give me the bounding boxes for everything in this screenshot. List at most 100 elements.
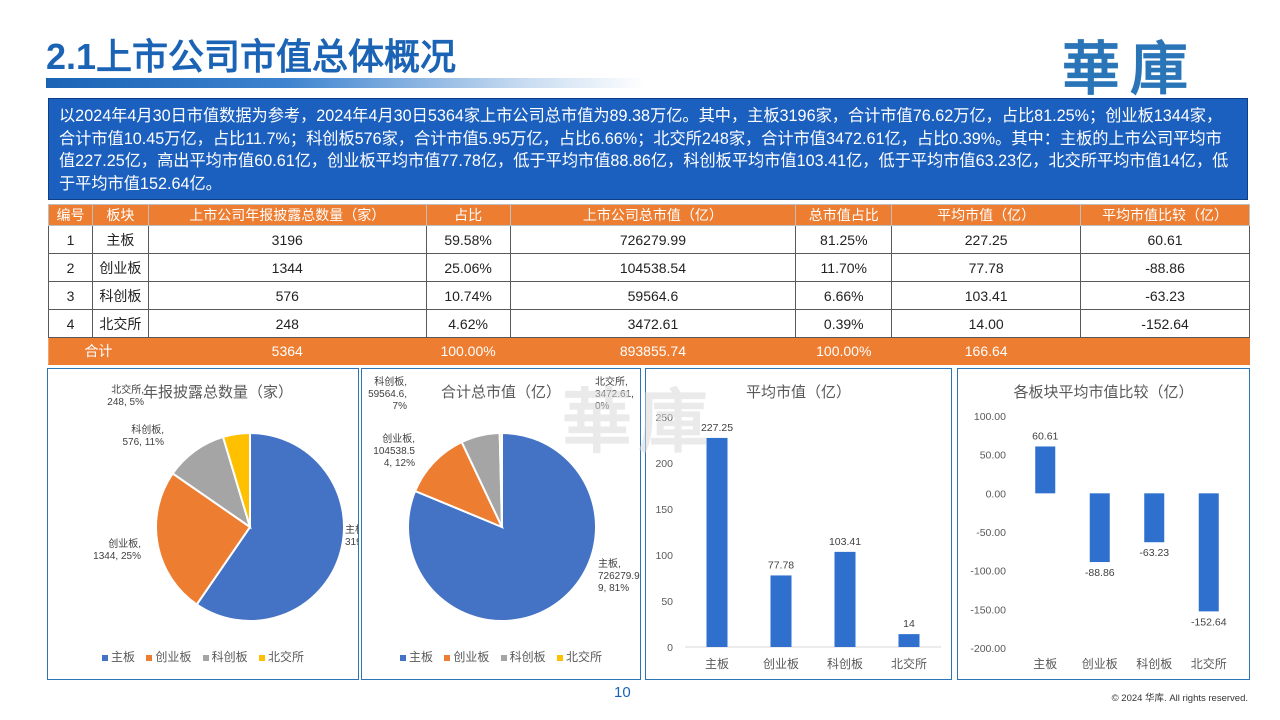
bar-1 xyxy=(706,437,728,647)
header-cell: 板块 xyxy=(91,204,149,226)
cell: 1 xyxy=(48,225,93,254)
cell: 14.00 xyxy=(891,309,1082,338)
y-tick-label: 150 xyxy=(655,504,673,516)
pie-slice-2 xyxy=(155,472,252,606)
summary-box: 以2024年4月30日市值数据为参考，2024年4月30日5364家上市公司总市… xyxy=(48,98,1248,200)
x-category-label: 科创板 xyxy=(827,657,863,671)
title-underline xyxy=(46,78,646,88)
cell: 81.25% xyxy=(795,225,893,254)
table-row: 1 主板 3196 59.58% 726279.99 81.25% 227.25… xyxy=(48,225,1250,254)
pie-chart-count: 主板,3196, 59% 创业板,1344, 25% 科创板,576, 11% 北交所… xyxy=(93,383,359,622)
cell: 创业板 xyxy=(91,253,149,282)
chart-title: 平均市值（亿） xyxy=(745,384,851,401)
cell: 77.78 xyxy=(891,253,1082,282)
cell: 3472.61 xyxy=(509,309,797,338)
cell: 3 xyxy=(48,281,93,310)
legend-item: 创业板 xyxy=(444,650,489,664)
cell: 科创板 xyxy=(91,281,149,310)
cell: 100.00% xyxy=(795,337,893,365)
cell: 59.58% xyxy=(425,225,511,254)
table-total-row: 合计 5364 100.00% 893855.74 100.00% 166.64 xyxy=(48,337,1250,365)
x-category-label: 创业板 xyxy=(763,657,799,671)
chart-panel-count: 主板,3196, 59% 创业板,1344, 25% 科创板,576, 11% 北交所… xyxy=(47,368,359,680)
cell: -88.86 xyxy=(1080,253,1250,282)
y-tick-label: -200.00 xyxy=(970,643,1006,655)
pie-data-label: 主板, 726279.9 9, 81% xyxy=(598,557,640,594)
pie-data-label: 科创板, 59564.6, 7% xyxy=(368,375,407,412)
chart-panel-average: 0 50 100 150 200 250 227.25 主板 77.78 创业板 103.41 科创板… xyxy=(645,368,952,680)
y-tick-label: 50.00 xyxy=(980,450,1006,462)
header-cell: 平均市值（亿） xyxy=(891,204,1082,226)
x-category-label: 科创板 xyxy=(1136,657,1172,671)
pie-slice-4 xyxy=(498,431,503,528)
bar-4 xyxy=(898,634,920,647)
brand-logo: 華庫 xyxy=(1062,35,1199,103)
x-category-label: 北交所 xyxy=(891,656,927,671)
bar-chart-comparison: -200.00 -150.00 -100.00 -50.00 0.00 50.00 100.… xyxy=(970,411,1227,671)
bar-data-label: 227.25 xyxy=(701,422,733,434)
cell: 248 xyxy=(147,309,427,338)
y-tick-label: 100 xyxy=(655,550,673,562)
cell: 103.41 xyxy=(891,281,1082,310)
header-cell: 总市值占比 xyxy=(795,204,893,226)
cell: 60.61 xyxy=(1080,225,1250,254)
bar-4 xyxy=(1198,493,1219,612)
legend-item: 主板 xyxy=(399,650,433,664)
bar-data-label: 103.41 xyxy=(829,536,861,548)
cell: 10.74% xyxy=(425,281,511,310)
pie-data-label: 主板,3196, 59% xyxy=(345,523,359,548)
chart-legend: 主板 创业板 科创板 北交所 xyxy=(48,648,358,665)
chart-title: 年报披露总数量（家） xyxy=(142,384,293,401)
cell: 4.62% xyxy=(425,309,511,338)
cell: 2 xyxy=(48,253,93,282)
cell: -152.64 xyxy=(1080,309,1250,338)
market-cap-table: 编号 板块 上市公司年报披露总数量（家） 占比 上市公司总市值（亿） 总市值占比… xyxy=(48,204,1250,365)
legend-item: 主板 xyxy=(101,650,135,664)
cell: 25.06% xyxy=(425,253,511,282)
x-category-label: 主板 xyxy=(1033,657,1057,671)
cell xyxy=(1080,337,1250,365)
bar-data-label: -63.23 xyxy=(1139,547,1169,559)
cell: 北交所 xyxy=(91,309,149,338)
table-header-row: 编号 板块 上市公司年报披露总数量（家） 占比 上市公司总市值（亿） 总市值占比… xyxy=(48,204,1250,226)
x-category-label: 创业板 xyxy=(1082,657,1118,671)
cell: 726279.99 xyxy=(509,225,797,254)
y-tick-label: 100.00 xyxy=(974,411,1006,423)
legend-item: 北交所 xyxy=(259,650,304,664)
cell: 576 xyxy=(147,281,427,310)
page-number: 10 xyxy=(614,684,631,701)
cell: 104538.54 xyxy=(509,253,797,282)
cell: 227.25 xyxy=(891,225,1082,254)
table-row: 3 科创板 576 10.74% 59564.6 6.66% 103.41 -6… xyxy=(48,281,1250,310)
pie-data-label: 北交所, 3472.61, 0% xyxy=(595,375,634,412)
cell: -63.23 xyxy=(1080,281,1250,310)
chart-title: 合计总市值（亿） xyxy=(440,384,561,401)
bar-1 xyxy=(1035,446,1056,494)
header-cell: 上市公司年报披露总数量（家） xyxy=(147,204,427,226)
pie-slice-2 xyxy=(413,440,505,529)
bar-data-label: 60.61 xyxy=(1032,430,1058,442)
copyright-text: © 2024 华库. All rights reserved. xyxy=(1111,693,1248,704)
y-tick-label: -100.00 xyxy=(970,566,1006,578)
cell: 4 xyxy=(48,309,93,338)
table-row: 4 北交所 248 4.62% 3472.61 0.39% 14.00 -152… xyxy=(48,309,1250,338)
y-tick-label: 200 xyxy=(655,458,673,470)
pie-data-label: 创业板, 104538.5 4, 12% xyxy=(373,432,415,469)
cell: 3196 xyxy=(147,225,427,254)
bar-chart-average: 0 50 100 150 200 250 227.25 主板 77.78 创业板 103.41 科创板… xyxy=(655,412,941,671)
chart-title: 各板块平均市值比较（亿） xyxy=(1013,384,1194,401)
y-tick-label: 50 xyxy=(661,596,673,608)
y-tick-label: 0.00 xyxy=(986,488,1007,500)
brand-watermark: 華庫 xyxy=(562,380,714,463)
header-cell: 上市公司总市值（亿） xyxy=(509,204,797,226)
legend-item: 创业板 xyxy=(146,650,191,664)
cell: 0.39% xyxy=(795,309,893,338)
pie-slice-1 xyxy=(195,431,345,622)
y-tick-label: 250 xyxy=(655,412,673,424)
y-tick-label: -50.00 xyxy=(976,527,1006,539)
cell: 合计 xyxy=(48,337,149,365)
y-tick-label: -150.00 xyxy=(970,604,1006,616)
bar-data-label: -152.64 xyxy=(1191,616,1227,628)
cell: 893855.74 xyxy=(509,337,797,365)
cell: 5364 xyxy=(147,337,427,365)
